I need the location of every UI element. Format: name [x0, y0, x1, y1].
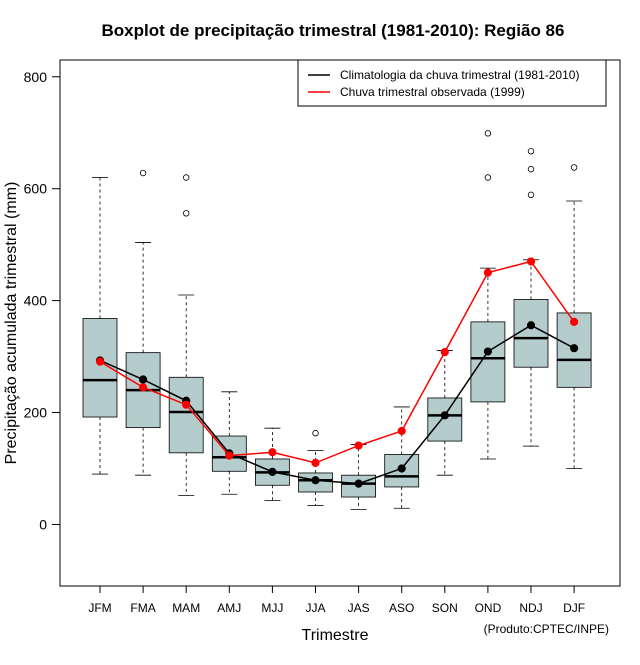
y-tick-label-800: 800: [24, 69, 48, 85]
legend-label-observed: Chuva trimestral observada (1999): [340, 85, 525, 99]
series-point-climatology-ond: [483, 347, 492, 356]
box-jja: [298, 430, 333, 506]
outlier-ndj-0: [527, 191, 535, 199]
box-amj: [211, 391, 247, 495]
series-line-observed: [99, 260, 575, 464]
box-iqr-son: [427, 397, 463, 442]
x-tick-label-fma: FMA: [130, 601, 155, 615]
y-tick-label-600: 600: [24, 181, 48, 197]
lines-group: [95, 257, 579, 488]
x-tick-label-ond: OND: [475, 601, 502, 615]
series-point-climatology-mjj: [268, 467, 277, 476]
credit-text: (Produto:CPTEC/INPE): [484, 622, 609, 636]
series-point-climatology-son: [440, 411, 449, 420]
series-point-climatology-jja: [311, 476, 320, 485]
box-iqr-jfm: [82, 318, 118, 418]
x-tick-label-ndj: NDJ: [519, 601, 542, 615]
box-son: [427, 350, 463, 476]
series-point-climatology-aso: [397, 464, 406, 473]
box-mam: [168, 174, 204, 496]
outlier-ond-1: [484, 130, 492, 137]
outlier-jja-0: [312, 430, 319, 437]
box-jfm: [82, 177, 118, 475]
box-fma: [125, 169, 161, 476]
outlier-ond-0: [484, 174, 492, 181]
box-iqr-ond: [470, 321, 506, 403]
series-point-observed-aso: [397, 426, 406, 436]
x-tick-label-son: SON: [432, 601, 458, 615]
outlier-mam-0: [182, 210, 190, 217]
series-point-climatology-fma: [139, 375, 148, 384]
x-axis: JFM FMA MAM AMJ MJJ JJA JAS ASO SON OND NDJ DJF: [88, 585, 585, 615]
y-tick-label-400: 400: [24, 293, 48, 309]
x-tick-label-jfm: JFM: [88, 601, 111, 615]
box-aso: [384, 406, 420, 509]
x-tick-label-jas: JAS: [348, 601, 370, 615]
series-point-observed-jfm: [95, 357, 105, 366]
x-tick-label-aso: ASO: [389, 601, 414, 615]
series-point-observed-ndj: [526, 257, 536, 266]
x-axis-label: Trimestre: [302, 627, 369, 644]
legend-box: [297, 59, 607, 107]
y-axis: 0 200 400 600 800: [24, 69, 61, 532]
legend-label-climatology: Climatologia da chuva trimestral (1981-2…: [340, 68, 579, 82]
y-tick-label-0: 0: [39, 516, 47, 532]
box-jas: [341, 444, 377, 510]
x-tick-label-jja: JJA: [305, 601, 325, 615]
series-point-observed-djf: [570, 317, 579, 326]
chart-title: Boxplot de precipitação trimestral (1981…: [102, 21, 565, 40]
outlier-ndj-2: [527, 148, 535, 155]
box-ndj: [513, 148, 549, 447]
series-point-observed-ond: [483, 268, 492, 277]
outlier-djf-0: [570, 164, 578, 171]
x-tick-label-mam: MAM: [172, 601, 200, 615]
box-iqr-ndj: [513, 299, 549, 368]
x-tick-label-djf: DJF: [563, 601, 585, 615]
y-tick-label-200: 200: [24, 405, 48, 421]
series-line-climatology: [99, 324, 575, 485]
series-point-observed-jas: [354, 441, 363, 450]
outlier-ndj-1: [527, 165, 535, 173]
legend: Climatologia da chuva trimestral (1981-2…: [297, 59, 607, 107]
y-axis-label: Precipitação acumulada trimestral (mm): [3, 182, 20, 465]
x-tick-label-mjj: MJJ: [261, 601, 283, 615]
outlier-mam-1: [182, 174, 190, 181]
box-djf: [556, 164, 592, 469]
series-point-observed-mam: [182, 400, 191, 409]
outlier-fma-0: [139, 169, 147, 177]
box-ond: [470, 130, 506, 460]
boxes-group: [82, 130, 592, 510]
x-tick-label-amj: AMJ: [217, 601, 241, 615]
series-point-climatology-djf: [570, 344, 579, 353]
box-mjj: [254, 427, 290, 501]
series-point-climatology-jas: [354, 479, 363, 488]
series-point-observed-amj: [225, 451, 234, 460]
series-point-observed-mjj: [268, 448, 277, 457]
series-point-observed-fma: [139, 383, 148, 392]
series-point-climatology-ndj: [526, 321, 536, 330]
series-point-observed-jja: [311, 458, 320, 467]
series-point-observed-son: [440, 347, 449, 357]
